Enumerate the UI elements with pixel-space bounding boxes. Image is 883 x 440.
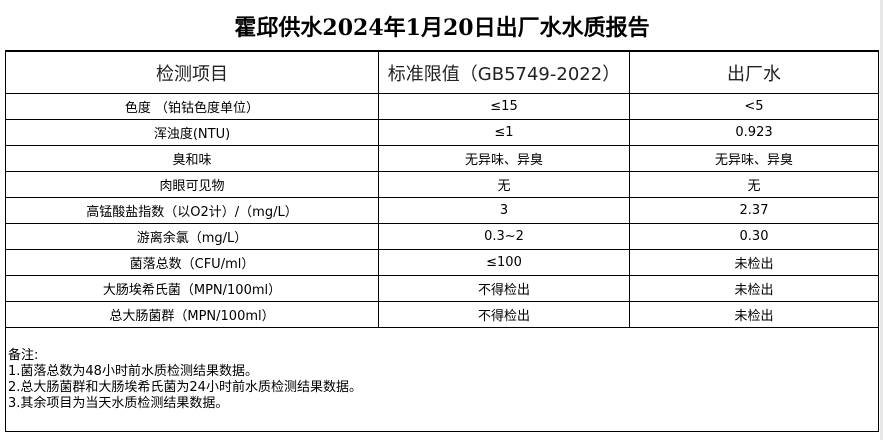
table-row: 总大肠菌群（MPN/100ml） 不得检出 未检出 xyxy=(5,301,879,328)
notes-label: 备注: xyxy=(8,348,39,363)
cell-item: 菌落总数（CFU/ml） xyxy=(5,249,379,276)
cell-standard: ≤15 xyxy=(378,93,630,120)
water-quality-table: 检测项目 标准限值（GB5749-2022） 出厂水 色度 （铂钴色度单位） ≤1… xyxy=(5,51,879,328)
cell-item: 大肠埃希氏菌（MPN/100ml） xyxy=(5,275,379,302)
cell-item: 臭和味 xyxy=(5,145,379,172)
table-row: 臭和味 无异味、异臭 无异味、异臭 xyxy=(5,145,879,172)
cell-value: 无异味、异臭 xyxy=(629,145,879,172)
cell-standard: 不得检出 xyxy=(378,275,630,302)
header-item: 检测项目 xyxy=(5,51,379,94)
cell-value: 无 xyxy=(629,171,879,198)
cell-standard: 0.3~2 xyxy=(378,223,630,250)
table-row: 浑浊度(NTU) ≤1 0.923 xyxy=(5,119,879,146)
cell-standard: 无 xyxy=(378,171,630,198)
cell-item: 游离余氯（mg/L） xyxy=(5,223,379,250)
table-row: 肉眼可见物无无 xyxy=(5,171,879,198)
header-factory-water: 出厂水 xyxy=(629,51,879,94)
cell-value: 0.923 xyxy=(629,119,879,146)
note-item: 2.总大肠菌群和大肠埃希氏菌为24小时前水质检测结果数据。 xyxy=(8,380,362,395)
cell-value: 0.30 xyxy=(629,223,879,250)
report: 霍邱供水2024年1月20日出厂水水质报告 检测项目 标准限值（GB5749-2… xyxy=(5,6,879,432)
table-row: 游离余氯（mg/L） 0.3~2 0.30 xyxy=(5,223,879,250)
table-row: 高锰酸盐指数（以O2计）/（mg/L） 3 2.37 xyxy=(5,197,879,224)
cell-standard: ≤1 xyxy=(378,119,630,146)
cell-value: 未检出 xyxy=(629,301,879,328)
cell-item: 浑浊度(NTU) xyxy=(5,119,379,146)
cell-value: 未检出 xyxy=(629,249,879,276)
cell-item: 高锰酸盐指数（以O2计）/（mg/L） xyxy=(5,197,379,224)
note-item: 3.其余项目为当天水质检测结果数据。 xyxy=(8,396,229,411)
table-header-row: 检测项目 标准限值（GB5749-2022） 出厂水 xyxy=(5,51,879,94)
cell-value: <5 xyxy=(629,93,879,120)
notes: 备注: 1.菌落总数为48小时前水质检测结果数据。 2.总大肠菌群和大肠埃希氏菌… xyxy=(5,328,879,432)
cell-standard: 不得检出 xyxy=(378,301,630,328)
table-row: 菌落总数（CFU/ml） ≤100 未检出 xyxy=(5,249,879,276)
table-row: 色度 （铂钴色度单位） ≤15 <5 xyxy=(5,93,879,120)
cell-standard: 3 xyxy=(378,197,630,224)
cell-value: 2.37 xyxy=(629,197,879,224)
header-standard: 标准限值（GB5749-2022） xyxy=(378,51,630,94)
cell-standard: ≤100 xyxy=(378,249,630,276)
cell-item: 肉眼可见物 xyxy=(5,171,379,198)
cell-item: 色度 （铂钴色度单位） xyxy=(5,93,379,120)
cell-item: 总大肠菌群（MPN/100ml） xyxy=(5,301,379,328)
report-title: 霍邱供水2024年1月20日出厂水水质报告 xyxy=(5,6,879,51)
note-item: 1.菌落总数为48小时前水质检测结果数据。 xyxy=(8,364,258,379)
cell-standard: 无异味、异臭 xyxy=(378,145,630,172)
cell-value: 未检出 xyxy=(629,275,879,302)
window-edge xyxy=(880,0,883,440)
table-row: 大肠埃希氏菌（MPN/100ml） 不得检出 未检出 xyxy=(5,275,879,302)
